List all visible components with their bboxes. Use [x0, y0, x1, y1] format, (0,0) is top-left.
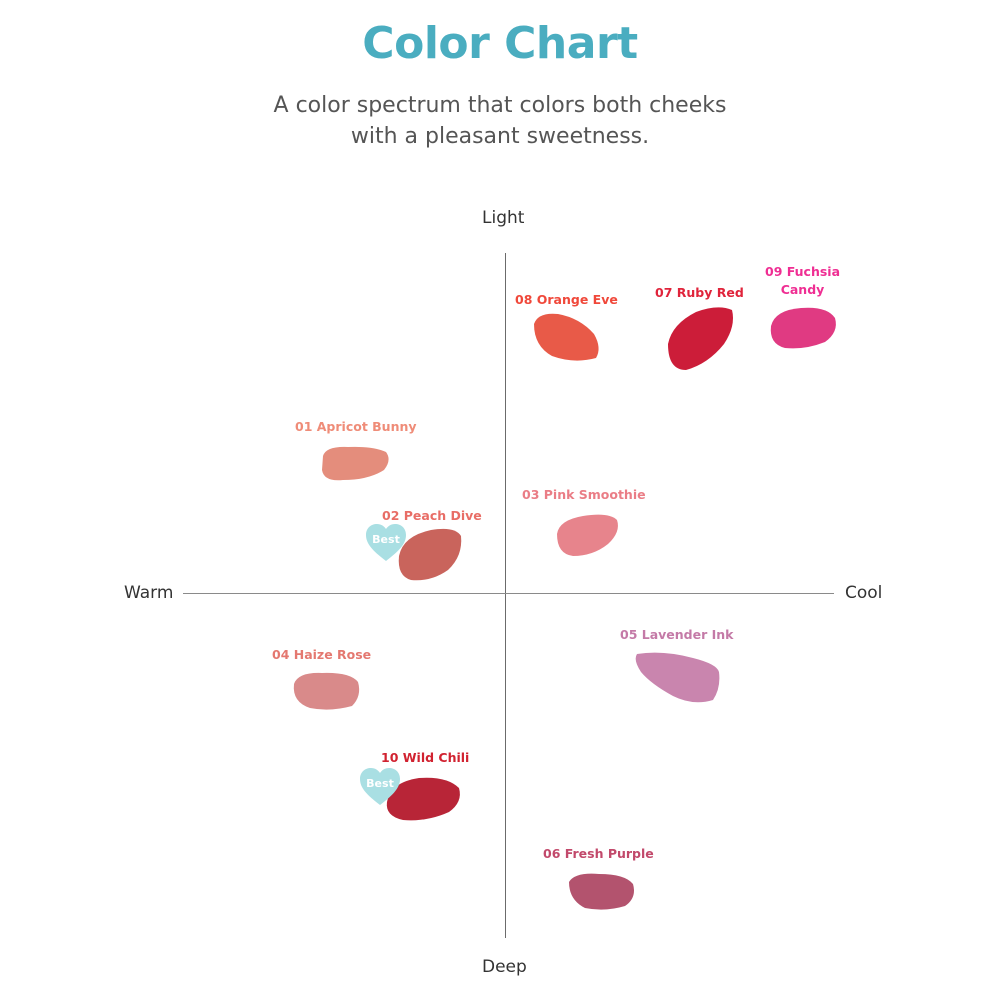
swatch-apricot-bunny — [322, 446, 389, 481]
shade-label-ruby-red: 07 Ruby Red — [655, 285, 744, 300]
shade-label-peach-dive: 02 Peach Dive — [382, 508, 482, 523]
swatch-orange-eve — [534, 313, 599, 361]
shade-label-pink-smoothie: 03 Pink Smoothie — [522, 487, 646, 502]
axis-label-deep: Deep — [482, 957, 527, 977]
axis-label-cool: Cool — [845, 583, 883, 603]
heart-icon — [360, 768, 400, 805]
shade-label-wild-chili: 10 Wild Chili — [381, 750, 470, 765]
swatch-ruby-red — [668, 307, 733, 370]
page-title: Color Chart — [362, 18, 638, 69]
shade-label-fuchsia-candy-line-2: Candy — [780, 282, 825, 297]
shade-label-fuchsia-candy: 09 Fuchsia Candy — [765, 263, 840, 299]
shade-label-fuchsia-candy-line-1: 09 Fuchsia — [765, 264, 841, 279]
horizontal-axis-line — [183, 593, 834, 594]
vertical-axis-line — [505, 253, 506, 938]
shade-label-haize-rose: 04 Haize Rose — [272, 647, 372, 662]
best-badge-peach-dive: Best — [365, 523, 407, 563]
shade-label-lavender-ink: 05 Lavender Ink — [620, 627, 734, 642]
swatch-wild-chili — [386, 777, 460, 821]
heart-icon — [366, 524, 406, 561]
best-badge-text: Best — [366, 777, 394, 790]
subtitle-line-2: with a pleasant sweetness. — [350, 124, 650, 149]
swatch-lavender-ink — [635, 652, 720, 703]
best-badge-wild-chili: Best — [359, 767, 401, 807]
swatch-peach-dive — [398, 528, 462, 581]
shade-label-fresh-purple: 06 Fresh Purple — [543, 846, 654, 861]
shade-label-apricot-bunny: 01 Apricot Bunny — [295, 419, 417, 434]
swatch-fresh-purple — [569, 873, 634, 910]
subtitle-line-1: A color spectrum that colors both cheeks — [273, 93, 727, 118]
axis-label-warm: Warm — [124, 583, 174, 603]
best-badge-text: Best — [372, 533, 400, 546]
swatch-fuchsia-candy — [770, 307, 836, 349]
page-subtitle: A color spectrum that colors both cheeks… — [0, 90, 1000, 152]
shade-label-orange-eve: 08 Orange Eve — [515, 292, 618, 307]
swatch-haize-rose — [293, 672, 360, 710]
swatch-pink-smoothie — [557, 514, 618, 556]
axis-label-light: Light — [482, 208, 525, 228]
